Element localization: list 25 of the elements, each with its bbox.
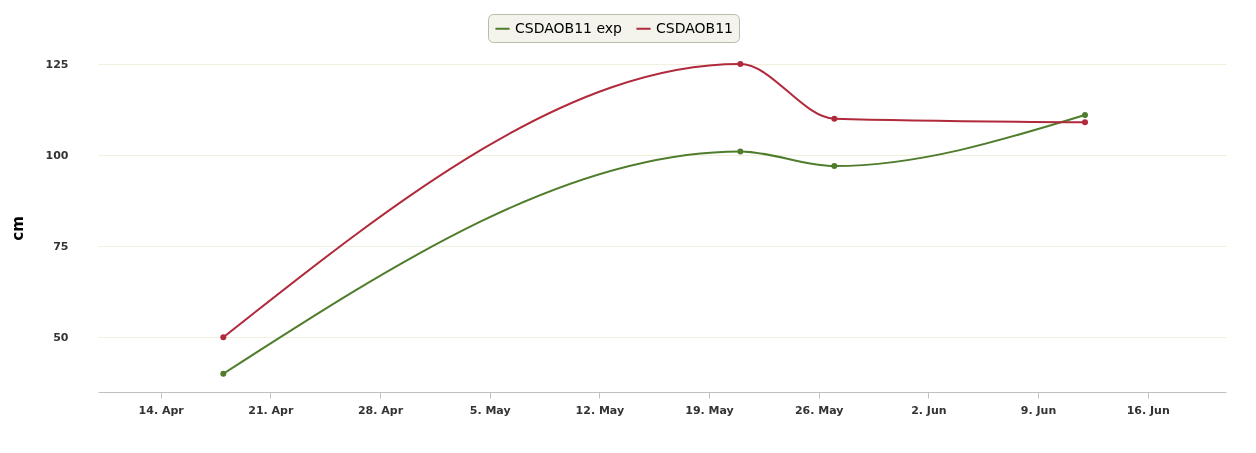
point <box>737 61 744 67</box>
y-tick-label: 100 <box>45 148 69 162</box>
x-tick-label: 26. May <box>794 403 844 417</box>
y-tick-label: 75 <box>53 239 69 253</box>
y-tick-label: 125 <box>45 57 69 71</box>
point <box>831 115 838 122</box>
point <box>220 370 227 377</box>
x-tick-label: 21. Apr <box>248 403 294 417</box>
x-tick-label: 5. May <box>469 403 511 417</box>
point <box>1082 119 1088 126</box>
x-tick-label: 2. Jun <box>911 403 947 417</box>
x-tick-label: 14. Apr <box>138 403 185 417</box>
y-tick-label: 50 <box>53 330 69 344</box>
point <box>737 148 744 155</box>
point <box>831 163 838 170</box>
point <box>220 334 227 341</box>
point <box>1082 112 1088 119</box>
x-tick-label: 28. Apr <box>357 403 404 417</box>
legend-label: CSDAOB11 exp <box>515 19 623 36</box>
x-tick-label: 9. Jun <box>1020 403 1057 417</box>
x-tick-label: 16. Jun <box>1126 403 1170 417</box>
x-tick-label: 12. May <box>575 403 625 417</box>
x-tick-label: 19. May <box>685 403 734 417</box>
y-axis-title: cm <box>8 216 27 241</box>
legend-label: CSDAOB11 <box>656 19 733 36</box>
